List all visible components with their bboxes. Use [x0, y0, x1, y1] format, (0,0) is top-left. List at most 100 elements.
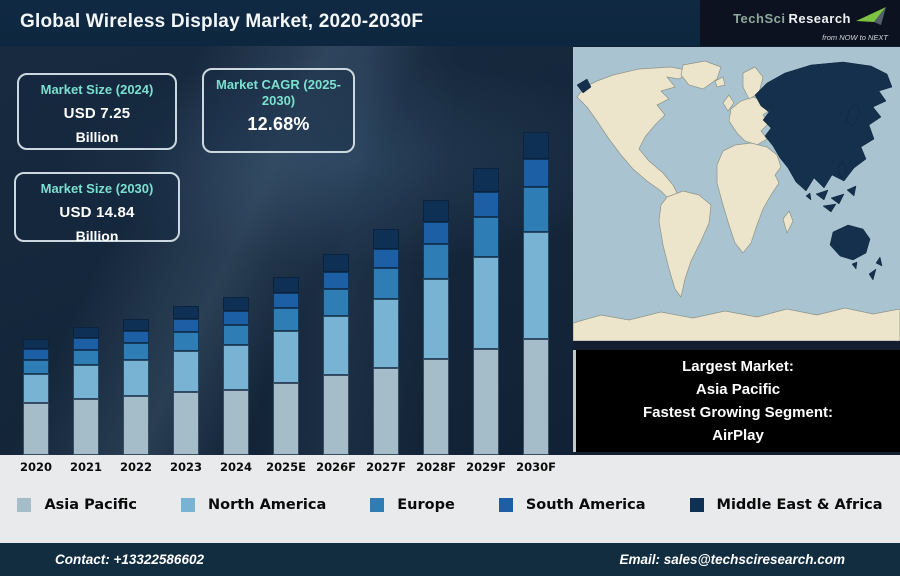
map-asia-highlight: [754, 61, 893, 192]
bar-segment-asia-pacific: [373, 367, 399, 455]
stacked-bar-2028F: [423, 199, 449, 455]
logo-wordmark: TechSci Research: [733, 5, 888, 32]
techsci-logo: TechSci Research from NOW to NEXT: [700, 0, 900, 46]
stacked-bar-2021: [73, 326, 99, 455]
bar-segment-europe: [23, 359, 49, 374]
x-axis-labels: 2020 2021 2022 2023 2024 2025E 2026F 2027F 2028F…: [11, 460, 561, 474]
bar-segment-north-america: [323, 315, 349, 376]
fastest-segment-value: AirPlay: [712, 427, 764, 444]
x-axis-label-2020: 2020: [19, 460, 52, 474]
stacked-bar-2025E: [273, 277, 299, 455]
bar-segment-north-america: [273, 331, 299, 383]
bar-segment-south-america: [123, 330, 149, 343]
map-sri-lanka: [805, 192, 812, 201]
legend-item-south-america: South America: [498, 497, 646, 513]
market-size-2024-box: Market Size (2024) USD 7.25 Billion: [17, 73, 177, 150]
map-japan: [845, 101, 861, 127]
bar-segment-south-america: [423, 221, 449, 244]
bar-segment-asia-pacific: [173, 391, 199, 455]
legend-label-middle-east-africa: Middle East & Africa: [716, 497, 883, 513]
bar-segment-europe: [173, 332, 199, 351]
bar-segment-middle-east-africa: [73, 326, 99, 339]
bar-segment-asia-pacific: [73, 398, 99, 455]
map-north-america: [576, 66, 692, 202]
logo-brand-secondary: Research: [788, 10, 851, 26]
x-axis-label-2025E: 2025E: [266, 460, 306, 474]
bar-column-2030F: [511, 47, 561, 455]
bar-segment-europe: [473, 217, 499, 257]
x-axis-label-2021: 2021: [69, 460, 102, 474]
page-title: Global Wireless Display Market, 2020-203…: [20, 11, 424, 32]
bar-segment-asia-pacific: [523, 338, 549, 455]
x-axis-label-2022: 2022: [119, 460, 152, 474]
bar-segment-middle-east-africa: [423, 199, 449, 222]
legend-label-europe: Europe: [397, 497, 455, 513]
bar-segment-middle-east-africa: [473, 167, 499, 193]
stacked-bar-2029F: [473, 167, 499, 455]
map-uk: [722, 94, 735, 112]
bar-segment-asia-pacific: [323, 375, 349, 455]
bar-segment-middle-east-africa: [273, 277, 299, 293]
bar-column-2024: [211, 47, 261, 455]
contact-phone: Contact: +13322586602: [55, 552, 204, 567]
map-europe: [728, 96, 772, 146]
contact-email: Email: sales@techsciresearch.com: [619, 552, 845, 567]
map-tasmania: [851, 261, 858, 270]
bar-segment-middle-east-africa: [223, 296, 249, 311]
bar-segment-north-america: [73, 365, 99, 399]
market-size-2030-value: USD 14.84: [59, 204, 135, 221]
legend-item-middle-east-africa: Middle East & Africa: [689, 497, 883, 513]
largest-market-label: Largest Market:: [682, 358, 794, 375]
bar-segment-north-america: [173, 350, 199, 392]
bar-segment-europe: [273, 308, 299, 332]
map-australia-highlight: [829, 224, 871, 261]
bar-segment-europe: [373, 268, 399, 299]
market-size-2024-value: USD 7.25: [63, 105, 131, 122]
bar-segment-europe: [123, 342, 149, 360]
logo-arrow-icon: [854, 5, 888, 32]
bar-segment-north-america: [223, 345, 249, 390]
map-south-america: [658, 190, 712, 298]
stacked-bar-2024: [223, 296, 249, 455]
legend-swatch-middle-east-africa: [689, 498, 704, 512]
x-axis-label-2028F: 2028F: [416, 460, 456, 474]
legend-swatch-asia-pacific: [17, 498, 32, 512]
stacked-bar-2030F: [523, 131, 549, 455]
bar-segment-south-america: [223, 310, 249, 325]
market-size-2030-label: Market Size (2030): [40, 181, 154, 196]
legend-item-europe: Europe: [370, 497, 455, 513]
bar-segment-asia-pacific: [123, 396, 149, 455]
stacked-bar-chart: [11, 47, 561, 455]
map-iceland: [714, 76, 726, 88]
bar-segment-middle-east-africa: [373, 229, 399, 249]
logo-tagline: from NOW to NEXT: [822, 32, 888, 42]
x-axis-label-2030F: 2030F: [516, 460, 556, 474]
legend-label-south-america: South America: [525, 497, 646, 513]
market-cagr-box: Market CAGR (2025-2030) 12.68%: [202, 68, 355, 153]
stacked-bar-2023: [173, 305, 199, 455]
logo-brand-primary: TechSci: [733, 10, 786, 26]
market-size-2030-unit: Billion: [75, 228, 119, 244]
legend-item-asia-pacific: Asia Pacific: [17, 497, 137, 513]
bar-segment-south-america: [273, 292, 299, 309]
bar-column-2023: [161, 47, 211, 455]
bar-segment-europe: [223, 324, 249, 346]
map-greenland: [680, 60, 722, 90]
world-map: [573, 47, 900, 341]
market-size-2024-label: Market Size (2024): [40, 82, 154, 97]
bar-segment-asia-pacific: [273, 382, 299, 455]
footer-bar: Contact: +13322586602 Email: sales@techs…: [0, 543, 900, 576]
market-size-2030-box: Market Size (2030) USD 14.84 Billion: [14, 172, 180, 244]
market-size-2024-unit: Billion: [75, 129, 119, 145]
bar-segment-asia-pacific: [23, 402, 49, 455]
stacked-bar-2026F: [323, 254, 349, 455]
bar-segment-europe: [73, 349, 99, 366]
bar-column-2022: [111, 47, 161, 455]
highlight-box: Largest Market: Asia Pacific Fastest Gro…: [573, 350, 900, 452]
bar-segment-south-america: [23, 349, 49, 360]
x-axis-label-2026F: 2026F: [316, 460, 356, 474]
x-axis-label-2029F: 2029F: [466, 460, 506, 474]
bar-segment-middle-east-africa: [173, 305, 199, 319]
legend-swatch-south-america: [498, 498, 513, 512]
